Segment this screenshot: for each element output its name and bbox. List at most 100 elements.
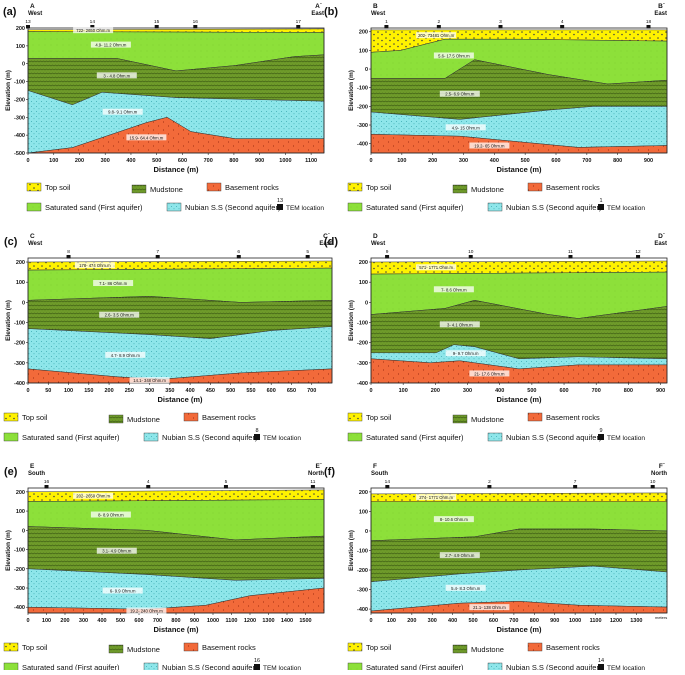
- y-tick-label: -200: [357, 104, 368, 110]
- resistivity-label-box: [96, 72, 137, 79]
- legend-swatch-tem: [598, 204, 604, 210]
- tem-marker: [560, 25, 565, 29]
- y-tick-label: 0: [22, 528, 25, 534]
- legend-swatch-tem: [598, 664, 604, 670]
- resistivity-label: 4.9- 15 Ohm.m: [452, 125, 480, 130]
- legend-label-tem: TEM location: [263, 435, 301, 442]
- x-tick-label: 100: [64, 388, 73, 394]
- resistivity-label: 3 - 4.8 Ohm.m: [103, 73, 130, 78]
- x-axis-label: Distance (m): [496, 165, 542, 174]
- x-tick-label: 300: [101, 158, 110, 164]
- x-tick-label: 200: [60, 618, 69, 624]
- x-tick-label: 0: [26, 618, 29, 624]
- x-tick-label: 400: [495, 388, 504, 394]
- tem-id-label: 8: [67, 249, 70, 255]
- tem-marker: [223, 485, 228, 489]
- x-tick-label: 500: [521, 158, 530, 164]
- resistivity-label-box: [416, 494, 457, 501]
- plot-frame: [370, 257, 668, 384]
- y-axis-label: Elevation (m): [348, 300, 355, 341]
- tem-marker: [568, 255, 573, 259]
- x-tick-label: 300: [428, 618, 437, 624]
- legend-swatch-top-soil: [26, 182, 42, 192]
- x-tick-label: 200: [431, 388, 440, 394]
- y-tick-label: -500: [14, 151, 25, 157]
- x-tick-label: 700: [204, 158, 213, 164]
- x-tick-label: 300: [463, 388, 472, 394]
- legend-swatch-basement: [527, 182, 543, 192]
- x-tick-label: 450: [206, 388, 215, 394]
- x-tick-label: 900: [550, 618, 559, 624]
- legend-label-tem: TEM location: [286, 205, 324, 212]
- x-tick-label: 700: [153, 618, 162, 624]
- y-tick-label: -100: [357, 549, 368, 555]
- legend-swatch-basement: [183, 412, 199, 422]
- panel-label: (e): [4, 466, 18, 478]
- resistivity-label: 202- 2650 Ohm.m: [76, 494, 110, 499]
- section-end-direction: East: [654, 241, 667, 247]
- x-tick-label: 300: [459, 158, 468, 164]
- y-tick-label: -300: [14, 115, 25, 121]
- section-end-label: D`: [658, 233, 665, 240]
- legend-swatch-top-soil: [3, 412, 19, 422]
- saturated-sand-layer: [27, 267, 333, 303]
- y-tick-label: 200: [16, 26, 25, 32]
- x-tick-label: 1300: [262, 618, 274, 624]
- legend-swatch-sat-sand: [3, 662, 19, 672]
- x-tick-label: 700: [509, 618, 518, 624]
- resistivity-label-box: [74, 262, 115, 269]
- legend-label-nubian: Nubian S.S (Second aquifer): [162, 663, 258, 670]
- panel-label: (b): [324, 6, 338, 18]
- y-tick-label: 0: [22, 62, 25, 68]
- x-axis-label: Distance (m): [496, 395, 542, 404]
- tem-marker: [650, 485, 655, 489]
- tem-id-label: 10: [468, 249, 474, 255]
- tem-id-label: 1: [385, 19, 388, 25]
- section-start-direction: South: [28, 471, 45, 477]
- section-start-label: B: [373, 3, 378, 10]
- x-tick-label: 100: [399, 388, 408, 394]
- resistivity-label: 4.7- 8.9 Ohm.m: [111, 353, 141, 358]
- x-axis-label: Distance (m): [157, 395, 203, 404]
- tem-id-label: 11: [568, 249, 573, 255]
- y-tick-label: 100: [359, 280, 368, 286]
- resistivity-label: 722- 2650 Ohm.m: [76, 28, 110, 33]
- tem-id-label: 2: [437, 19, 440, 25]
- x-tick-label: 600: [267, 388, 276, 394]
- tem-marker: [66, 255, 71, 259]
- x-tick-label: 400: [448, 618, 457, 624]
- legend-label-mudstone: Mudstone: [471, 415, 504, 424]
- section-start-direction: West: [371, 11, 385, 17]
- x-tick-label: 150: [84, 388, 93, 394]
- y-tick-label: -200: [357, 568, 368, 574]
- tem-marker: [636, 255, 641, 259]
- legend-swatch-sat-sand: [347, 432, 363, 442]
- tem-marker: [90, 25, 95, 29]
- legend-tem-number: 14: [598, 658, 604, 664]
- x-tick-label: 0: [369, 158, 372, 164]
- legend-swatch-top-soil: [3, 642, 19, 652]
- x-tick-label: 400: [126, 158, 135, 164]
- legend-label-mudstone: Mudstone: [127, 415, 160, 424]
- y-tick-label: -100: [357, 321, 368, 327]
- legend-swatch-mudstone: [452, 414, 468, 424]
- tem-marker: [498, 25, 503, 29]
- tem-id-label: 9: [386, 249, 389, 255]
- y-axis-label: Elevation (m): [5, 300, 12, 341]
- tem-id-label: 10: [650, 479, 656, 485]
- y-tick-label: 0: [365, 529, 368, 535]
- plot-frame: [370, 27, 668, 154]
- y-tick-label: -400: [14, 133, 25, 139]
- tem-id-label: 11: [310, 479, 315, 485]
- tem-id-label: 3: [499, 19, 502, 25]
- legend-swatch-sat-sand: [26, 202, 42, 212]
- y-tick-label: -100: [357, 86, 368, 92]
- legend-swatch-nubian: [487, 662, 503, 672]
- y-tick-label: -400: [357, 381, 368, 387]
- x-tick-label: 100: [42, 618, 51, 624]
- resistivity-label-box: [469, 604, 510, 611]
- tem-id-label: 18: [646, 19, 652, 25]
- resistivity-label: 571- 1771 Ohm.m: [419, 265, 453, 270]
- y-tick-label: 200: [359, 30, 368, 36]
